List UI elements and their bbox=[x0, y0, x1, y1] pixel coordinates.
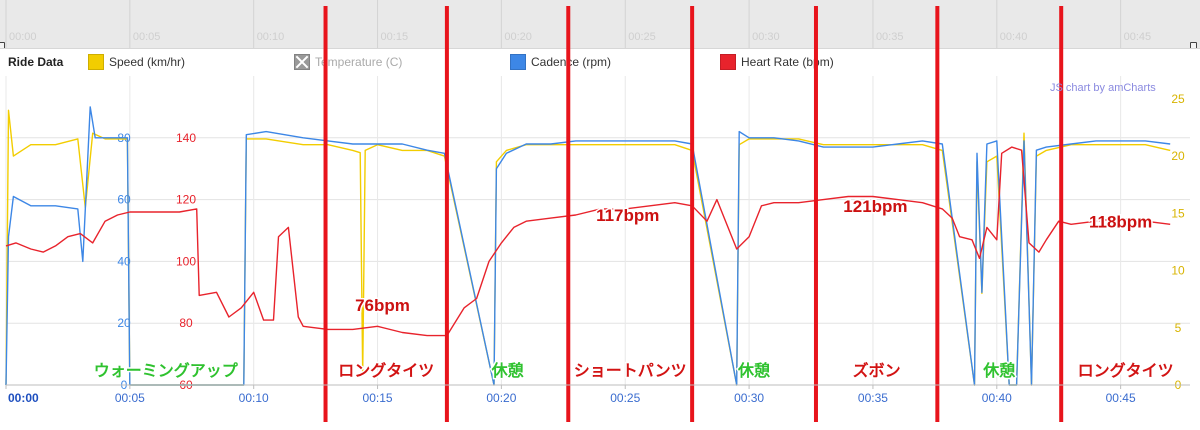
segment-label: 休憩 bbox=[982, 361, 1015, 380]
x-tick-label: 00:25 bbox=[610, 391, 640, 405]
legend-swatch-speed bbox=[88, 54, 104, 70]
legend: Ride Data Speed (km/hr) Temperature (C) … bbox=[0, 48, 1200, 75]
x-tick-label: 00:40 bbox=[982, 391, 1012, 405]
heart-rate-callout: 76bpm bbox=[355, 296, 410, 315]
navigator-ticks: 00:00 00:05 00:10 00:15 00:20 00:25 00:30 00:35… bbox=[5, 0, 1152, 48]
legend-item-temperature[interactable]: Temperature (C) bbox=[294, 53, 402, 71]
segment-label: ロングタイツ bbox=[1078, 361, 1174, 380]
speed-tick-label: 25 bbox=[1171, 92, 1185, 106]
segment-label: ショートパンツ bbox=[574, 362, 687, 380]
segment-label: ズボン bbox=[853, 361, 901, 380]
x-tick-label: 00:45 bbox=[1106, 391, 1136, 405]
legend-label-temperature: Temperature (C) bbox=[315, 55, 403, 69]
legend-label-heart-rate: Heart Rate (bpm) bbox=[741, 55, 834, 69]
heart-rate-callout: 118bpm bbox=[1089, 212, 1152, 231]
navigator-tick-label: 00:20 bbox=[504, 31, 532, 43]
segment-label: 休憩 bbox=[737, 361, 770, 380]
legend-item-heart-rate[interactable]: Heart Rate (bpm) bbox=[720, 53, 834, 71]
legend-swatch-heart-rate bbox=[720, 54, 736, 70]
navigator-tick-label: 00:10 bbox=[257, 31, 285, 43]
legend-title: Ride Data bbox=[8, 55, 64, 69]
legend-item-speed[interactable]: Speed (km/hr) bbox=[88, 53, 185, 71]
segment-label: 休憩 bbox=[491, 361, 524, 380]
heart-rate-tick-label: 100 bbox=[176, 254, 196, 268]
gridlines bbox=[5, 76, 1190, 386]
x-tick-label: 00:15 bbox=[363, 391, 393, 405]
cadence-tick-label: 20 bbox=[117, 316, 131, 330]
speed-tick-label: 20 bbox=[1171, 149, 1185, 163]
navigator-tick-label: 00:35 bbox=[876, 31, 904, 43]
navigator-tick-label: 00:45 bbox=[1124, 31, 1152, 43]
x-tick-label: 00:30 bbox=[734, 391, 764, 405]
cadence-tick-label: 40 bbox=[117, 254, 131, 268]
navigator-tick-label: 00:00 bbox=[9, 31, 37, 43]
speed-tick-label: 10 bbox=[1171, 264, 1185, 278]
heart-rate-callout: 117bpm bbox=[596, 206, 659, 225]
x-tick-label: 00:05 bbox=[115, 391, 145, 405]
legend-item-cadence[interactable]: Cadence (rpm) bbox=[510, 53, 611, 71]
segment-label: ロングタイツ bbox=[338, 361, 434, 380]
x-axis: 00:00 00:05 00:10 00:15 00:20 00:25 00:30 00:35… bbox=[5, 384, 1190, 405]
speed-line bbox=[5, 109, 1171, 386]
heart-rate-line bbox=[5, 146, 1171, 337]
x-tick-label: 00:35 bbox=[858, 391, 888, 405]
navigator-tick-label: 00:30 bbox=[752, 31, 780, 43]
x-tick-label: 00:10 bbox=[239, 391, 269, 405]
navigator-tick-label: 00:25 bbox=[628, 31, 656, 43]
cadence-line bbox=[5, 106, 1171, 386]
navigator-tick-label: 00:40 bbox=[1000, 31, 1028, 43]
heart-rate-tick-label: 80 bbox=[179, 316, 193, 330]
speed-tick-label: 15 bbox=[1171, 206, 1185, 220]
speed-tick-label: 5 bbox=[1175, 321, 1182, 335]
heart-rate-tick-label: 140 bbox=[176, 131, 196, 145]
x-tick-label: 00:20 bbox=[486, 391, 516, 405]
navigator-tick-label: 00:05 bbox=[133, 31, 161, 43]
annotation-labels: ウォーミングアップ ロングタイツ 休憩 ショートパンツ 休憩 ズボン 休憩 ロングタイツ 76b… bbox=[92, 195, 1175, 381]
heart-rate-tick-label: 120 bbox=[176, 193, 196, 207]
heart-rate-callout: 121bpm bbox=[843, 197, 907, 216]
cadence-tick-label: 60 bbox=[117, 193, 131, 207]
legend-label-speed: Speed (km/hr) bbox=[109, 55, 186, 69]
disabled-x-icon bbox=[294, 54, 310, 70]
navigator-tick-label: 00:15 bbox=[381, 31, 409, 43]
segment-dividers bbox=[323, 6, 1064, 422]
time-navigator[interactable]: 00:00 00:05 00:10 00:15 00:20 00:25 00:30 00:35… bbox=[0, 0, 1200, 48]
x-tick-label: 00:00 bbox=[8, 391, 39, 405]
legend-label-cadence: Cadence (rpm) bbox=[531, 55, 612, 69]
legend-swatch-cadence bbox=[510, 54, 526, 70]
amcharts-credit[interactable]: JS chart by amCharts bbox=[1050, 82, 1156, 94]
segment-label: ウォーミングアップ bbox=[94, 361, 239, 380]
navigator-background bbox=[0, 0, 1200, 48]
series-lines bbox=[5, 106, 1171, 386]
